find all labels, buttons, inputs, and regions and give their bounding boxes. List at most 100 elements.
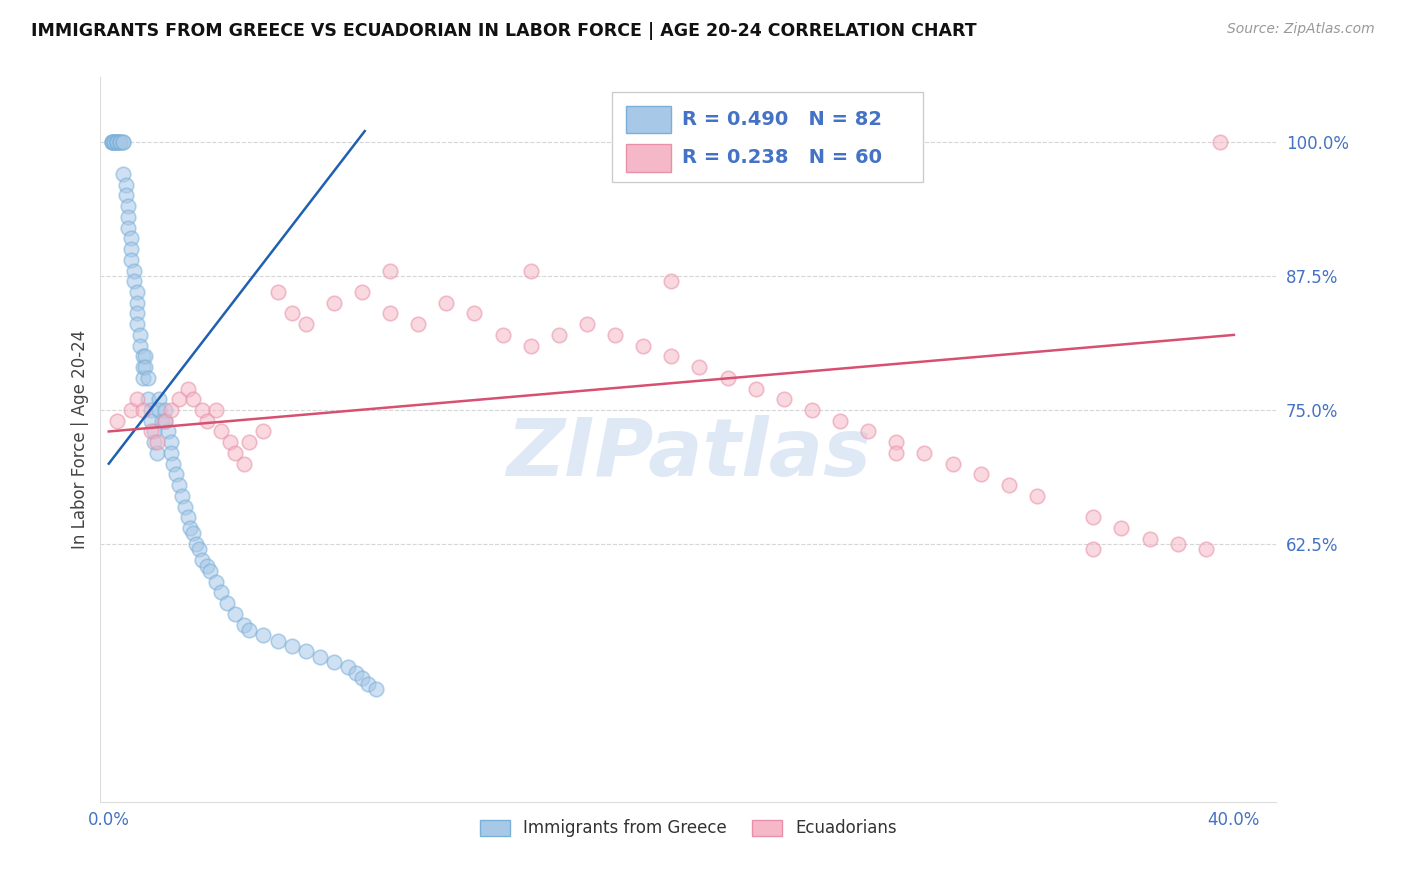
Point bbox=[266, 285, 288, 299]
Point bbox=[179, 521, 201, 535]
Point bbox=[184, 537, 207, 551]
Point bbox=[153, 403, 176, 417]
Point bbox=[128, 338, 150, 352]
Point bbox=[105, 135, 128, 149]
Point bbox=[215, 596, 238, 610]
Point bbox=[105, 135, 128, 149]
Point bbox=[122, 263, 145, 277]
Point bbox=[108, 135, 131, 149]
Point bbox=[128, 327, 150, 342]
Text: Source: ZipAtlas.com: Source: ZipAtlas.com bbox=[1227, 22, 1375, 37]
Point bbox=[232, 457, 254, 471]
Point bbox=[336, 660, 359, 674]
Point bbox=[105, 135, 128, 149]
Point bbox=[1026, 489, 1049, 503]
Point bbox=[224, 446, 246, 460]
Point bbox=[142, 435, 165, 450]
Point bbox=[1167, 537, 1189, 551]
Point bbox=[266, 633, 288, 648]
Point bbox=[162, 457, 184, 471]
Point bbox=[153, 414, 176, 428]
Point bbox=[122, 274, 145, 288]
Point bbox=[181, 526, 204, 541]
Point bbox=[773, 392, 796, 407]
Point bbox=[659, 274, 682, 288]
Point bbox=[148, 403, 170, 417]
Point bbox=[117, 199, 139, 213]
Point bbox=[103, 135, 125, 149]
Point bbox=[322, 295, 344, 310]
Point bbox=[716, 371, 738, 385]
Point bbox=[322, 655, 344, 669]
Point bbox=[491, 327, 513, 342]
Point bbox=[103, 135, 125, 149]
Point bbox=[108, 135, 131, 149]
Point bbox=[830, 414, 852, 428]
Point bbox=[378, 263, 401, 277]
Point bbox=[238, 623, 260, 637]
Point bbox=[136, 392, 159, 407]
Point bbox=[142, 425, 165, 439]
Point bbox=[280, 306, 302, 320]
Point bbox=[167, 392, 190, 407]
Point bbox=[350, 285, 373, 299]
Point bbox=[148, 392, 170, 407]
Point bbox=[914, 446, 936, 460]
Point bbox=[105, 414, 128, 428]
Point bbox=[139, 414, 162, 428]
Point bbox=[139, 425, 162, 439]
Point bbox=[970, 467, 993, 482]
Point bbox=[519, 338, 541, 352]
Point bbox=[176, 510, 198, 524]
Y-axis label: In Labor Force | Age 20-24: In Labor Force | Age 20-24 bbox=[72, 330, 89, 549]
Point bbox=[139, 403, 162, 417]
Point bbox=[108, 135, 131, 149]
Point bbox=[125, 392, 148, 407]
Point bbox=[125, 295, 148, 310]
Point bbox=[998, 478, 1021, 492]
Point bbox=[125, 317, 148, 331]
Text: IMMIGRANTS FROM GREECE VS ECUADORIAN IN LABOR FORCE | AGE 20-24 CORRELATION CHAR: IMMIGRANTS FROM GREECE VS ECUADORIAN IN … bbox=[31, 22, 977, 40]
Point bbox=[117, 220, 139, 235]
Point bbox=[156, 425, 179, 439]
Point bbox=[224, 607, 246, 621]
Point bbox=[145, 435, 167, 450]
Point bbox=[134, 350, 156, 364]
Point bbox=[344, 665, 367, 680]
Point bbox=[117, 210, 139, 224]
Point bbox=[942, 457, 965, 471]
Point bbox=[173, 500, 195, 514]
Point bbox=[114, 178, 136, 192]
Point bbox=[111, 135, 134, 149]
Point bbox=[294, 644, 316, 658]
Point bbox=[252, 628, 274, 642]
Point bbox=[131, 360, 153, 375]
Point bbox=[575, 317, 598, 331]
Point bbox=[150, 414, 173, 428]
Point bbox=[547, 327, 569, 342]
Point bbox=[111, 167, 134, 181]
Point bbox=[434, 295, 457, 310]
Point bbox=[886, 435, 908, 450]
Point bbox=[209, 585, 232, 599]
Point bbox=[136, 371, 159, 385]
Point bbox=[198, 564, 221, 578]
Point bbox=[131, 403, 153, 417]
Point bbox=[131, 371, 153, 385]
Point bbox=[280, 639, 302, 653]
Point bbox=[688, 360, 710, 375]
Point bbox=[378, 306, 401, 320]
Point bbox=[190, 553, 212, 567]
Point bbox=[131, 350, 153, 364]
Text: R = 0.490   N = 82: R = 0.490 N = 82 bbox=[682, 110, 883, 129]
Point bbox=[364, 681, 387, 696]
Point bbox=[103, 135, 125, 149]
Point bbox=[801, 403, 824, 417]
Point bbox=[125, 285, 148, 299]
Point bbox=[187, 542, 209, 557]
Point bbox=[100, 135, 122, 149]
Point bbox=[190, 403, 212, 417]
Point bbox=[1111, 521, 1133, 535]
Point bbox=[356, 676, 378, 690]
Point bbox=[519, 263, 541, 277]
